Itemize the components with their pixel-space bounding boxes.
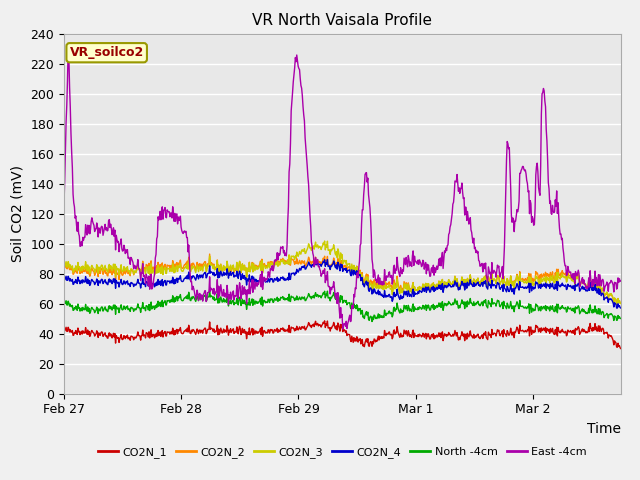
Title: VR North Vaisala Profile: VR North Vaisala Profile (252, 13, 433, 28)
Text: VR_soilco2: VR_soilco2 (70, 46, 144, 59)
Legend: CO2N_1, CO2N_2, CO2N_3, CO2N_4, North -4cm, East -4cm: CO2N_1, CO2N_2, CO2N_3, CO2N_4, North -4… (94, 443, 591, 462)
X-axis label: Time: Time (587, 422, 621, 436)
Y-axis label: Soil CO2 (mV): Soil CO2 (mV) (11, 165, 25, 262)
